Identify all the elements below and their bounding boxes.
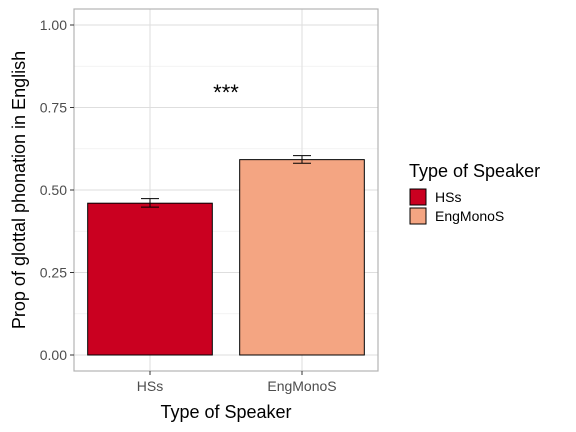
legend-label: HSs xyxy=(435,189,461,205)
legend: Type of Speaker HSs EngMonoS xyxy=(409,161,540,225)
bar-hss xyxy=(87,202,213,356)
legend-label: EngMonoS xyxy=(435,208,504,224)
y-axis-title: Prop of glottal phonation in English xyxy=(9,51,29,329)
x-tick-label: HSs xyxy=(137,378,163,394)
y-axis-ticks: 0.00 0.25 0.50 0.75 1.00 xyxy=(40,17,74,363)
legend-item-engmonos: EngMonoS xyxy=(409,207,504,225)
x-axis-title: Type of Speaker xyxy=(160,402,291,422)
significance-annotation: *** xyxy=(213,80,239,105)
bars xyxy=(87,159,365,356)
legend-item-hss: HSs xyxy=(409,188,461,206)
error-bar-hss xyxy=(141,198,159,208)
legend-swatch xyxy=(409,188,427,206)
error-bars xyxy=(141,155,311,208)
y-tick-label: 0.00 xyxy=(40,347,67,363)
bar-engmonos xyxy=(239,159,365,356)
legend-title: Type of Speaker xyxy=(409,161,540,181)
x-axis-ticks: HSs EngMonoS xyxy=(137,371,337,394)
legend-swatch xyxy=(409,207,427,225)
y-tick-label: 0.25 xyxy=(40,265,67,281)
x-tick-label: EngMonoS xyxy=(267,378,336,394)
y-tick-label: 0.75 xyxy=(40,100,67,116)
error-bar-engmonos xyxy=(293,155,311,164)
y-tick-label: 1.00 xyxy=(40,17,67,33)
y-tick-label: 0.50 xyxy=(40,182,67,198)
legend-items: HSs EngMonoS xyxy=(409,188,504,225)
